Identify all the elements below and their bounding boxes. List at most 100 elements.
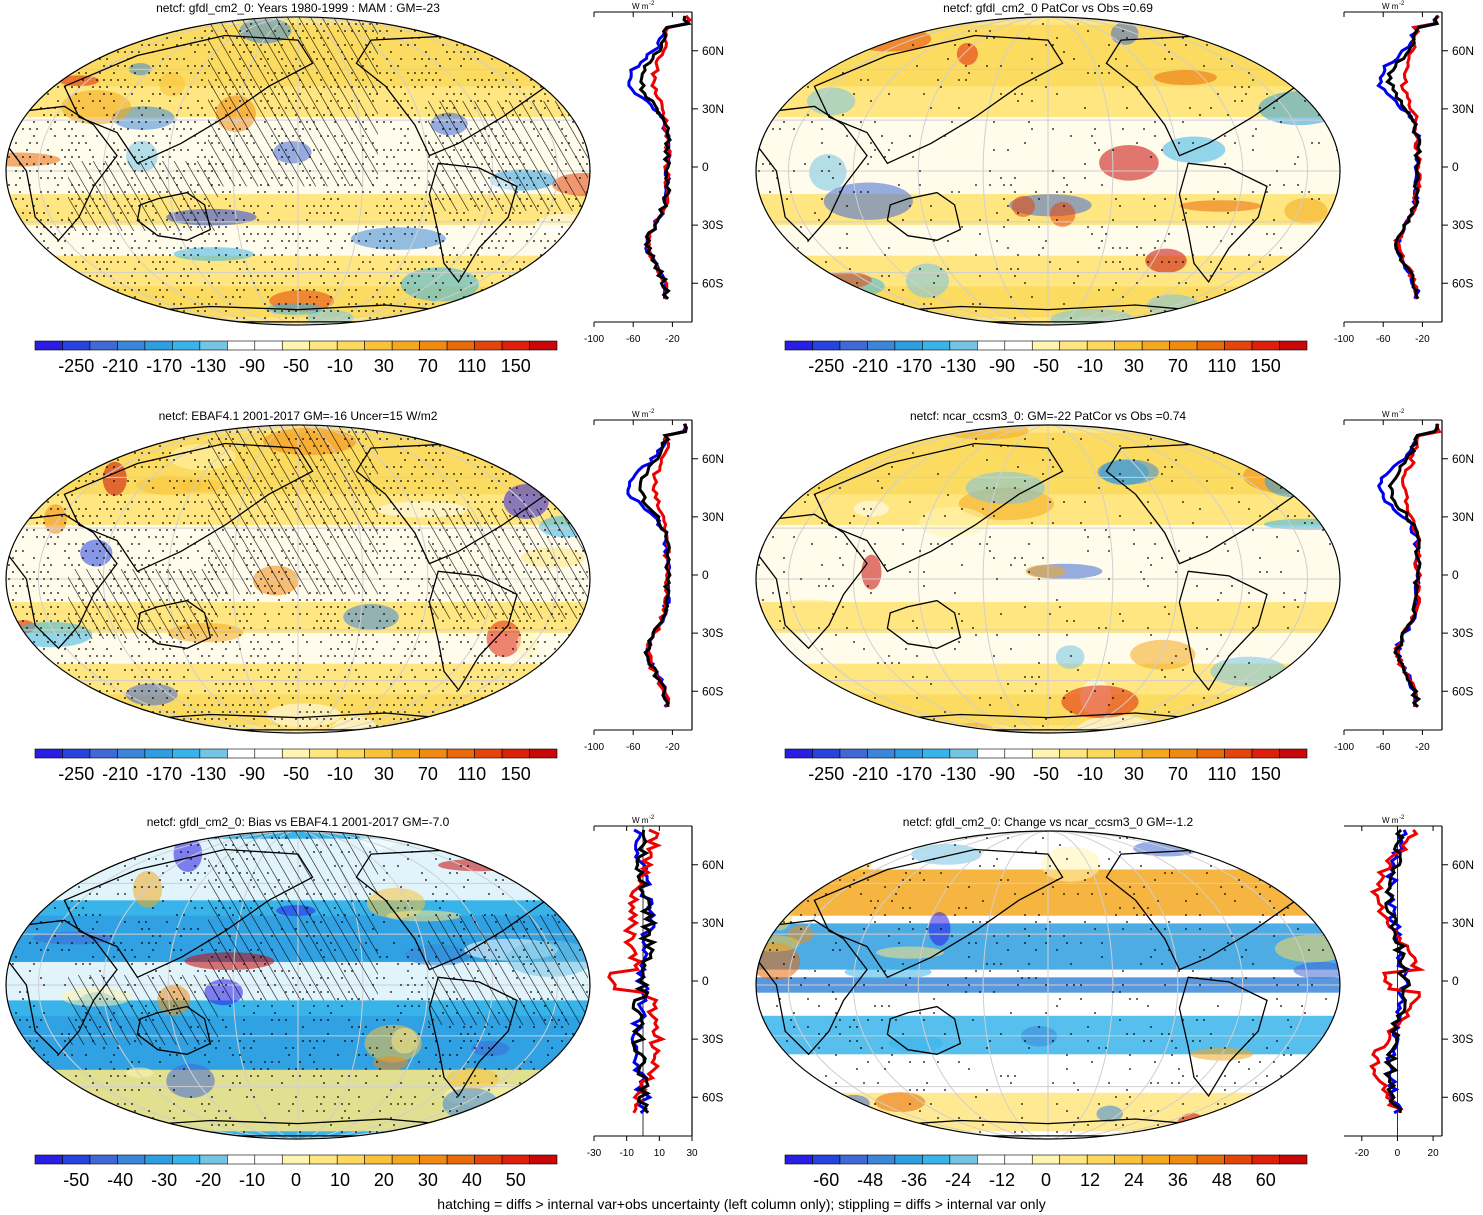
colorbar-swatch	[1059, 748, 1088, 759]
colorbar-swatch	[949, 748, 978, 759]
colorbar-swatch	[34, 1154, 63, 1165]
map-border	[755, 16, 1341, 326]
hatching	[428, 101, 588, 211]
latitude-label: 30N	[1452, 916, 1474, 930]
colorbar-swatch	[391, 748, 420, 759]
colorbar-tick-label: 110	[457, 356, 486, 376]
colorbar-tick-label: -250	[58, 356, 94, 376]
profile-tick-label: -60	[626, 334, 641, 345]
zonal-profile: W m -2 60N 30N 0 30S 60S -30 -10 10 30	[587, 815, 724, 1159]
colorbar-swatch	[977, 340, 1006, 351]
panel-4: netcf: ncar_ccsm3_0: GM=-22 PatCor vs Ob…	[755, 409, 1474, 784]
latitude-label: 60N	[702, 452, 724, 466]
colorbar-swatch	[949, 340, 978, 351]
colorbar-swatch	[529, 340, 558, 351]
profile-line-black	[630, 829, 659, 1114]
colorbar-swatch	[364, 1154, 393, 1165]
colorbar-swatch	[89, 1154, 118, 1165]
latitude-label: 30N	[1452, 510, 1474, 524]
colorbar-tick-label: 30	[374, 356, 394, 376]
colorbar-swatch	[1004, 1154, 1033, 1165]
profile-units-exponent: -2	[649, 409, 655, 415]
colorbar-tick-label: -36	[901, 1170, 927, 1190]
colorbar-swatch	[474, 1154, 503, 1165]
panel-3: netcf: EBAF4.1 2001-2017 GM=-16 Uncer=15…	[5, 409, 724, 784]
map-field	[5, 830, 590, 1140]
profile-units-exponent: -2	[1399, 409, 1405, 415]
colorbar-swatch	[309, 748, 338, 759]
colorbar-swatch	[336, 1154, 365, 1165]
colorbar-swatch	[446, 1154, 475, 1165]
latitude-label: 60S	[702, 276, 723, 290]
colorbar-swatch	[1004, 748, 1033, 759]
colorbar-swatch	[1004, 340, 1033, 351]
colorbar-swatch	[62, 340, 91, 351]
colorbar-swatch	[364, 748, 393, 759]
colorbar-swatch	[922, 1154, 951, 1165]
colorbar-swatch	[254, 340, 283, 351]
colorbar-swatch	[784, 748, 813, 759]
latitude-label: 60N	[1452, 452, 1474, 466]
colorbar-swatch	[227, 1154, 256, 1165]
colorbar-tick-label: 70	[418, 764, 438, 784]
colorbar-swatch	[199, 340, 228, 351]
profile-line-black	[1387, 423, 1440, 708]
colorbar-tick-label: 70	[1168, 764, 1188, 784]
colorbar-swatch	[529, 748, 558, 759]
colorbar-swatch	[867, 748, 896, 759]
profile-tick-label: 30	[686, 1148, 698, 1159]
colorbar-tick-label: -24	[945, 1170, 971, 1190]
colorbar-swatch	[1251, 1154, 1280, 1165]
colorbar-swatch	[1196, 748, 1225, 759]
colorbar-swatch	[1114, 748, 1143, 759]
hatching	[208, 425, 378, 595]
latitude-label: 60N	[1452, 858, 1474, 872]
profile-units: W m	[632, 410, 649, 419]
map-border	[5, 424, 591, 734]
colorbar-tick-label: -50	[283, 356, 309, 376]
colorbar-swatch	[309, 340, 338, 351]
panel-title: netcf: gfdl_cm2_0: Years 1980-1999 : MAM…	[156, 1, 440, 15]
latitude-label: 0	[1452, 160, 1459, 174]
colorbar-swatch	[949, 1154, 978, 1165]
colorbar-tick-label: -170	[896, 356, 932, 376]
latitude-label: 30S	[702, 626, 723, 640]
colorbar-tick-label: -210	[102, 764, 138, 784]
profile-line-black	[638, 423, 688, 707]
colorbar-swatch	[144, 748, 173, 759]
hatching	[68, 161, 218, 231]
hatching	[428, 915, 588, 1025]
colorbar-tick-label: -90	[989, 356, 1015, 376]
profile-tick-label: -60	[1376, 742, 1391, 753]
profile-units: W m	[1382, 410, 1399, 419]
colorbar-tick-label: 30	[1124, 356, 1144, 376]
hatching	[208, 831, 378, 1001]
colorbar-tick-label: 36	[1168, 1170, 1188, 1190]
colorbar-tick-label: 70	[418, 356, 438, 376]
colorbar-tick-label: 110	[457, 764, 486, 784]
panel-2: netcf: gfdl_cm2_0 PatCor vs Obs =0.69 -25…	[755, 1, 1474, 376]
colorbar-swatch	[144, 1154, 173, 1165]
colorbar-tick-label: -130	[190, 356, 226, 376]
latitude-label: 60S	[702, 684, 723, 698]
colorbar-swatch	[172, 340, 201, 351]
colorbar-swatch	[501, 340, 530, 351]
colorbar-swatch	[1196, 340, 1225, 351]
colorbar-swatch	[1086, 748, 1115, 759]
colorbar-tick-label: -20	[195, 1170, 221, 1190]
colorbar-swatch	[364, 340, 393, 351]
colorbar-swatch	[227, 748, 256, 759]
colorbar-swatch	[254, 748, 283, 759]
colorbar-swatch	[89, 748, 118, 759]
panel-title: netcf: ncar_ccsm3_0: GM=-22 PatCor vs Ob…	[910, 409, 1186, 423]
profile-tick-label: 0	[1395, 1148, 1401, 1159]
colorbar-tick-label: -170	[146, 764, 182, 784]
zonal-profile: W m -2 60N 30N 0 30S 60S -20 0 20	[1344, 815, 1474, 1159]
panel-6: netcf: gfdl_cm2_0: Change vs ncar_ccsm3_…	[755, 815, 1474, 1190]
latitude-label: 60N	[1452, 44, 1474, 58]
colorbar-swatch	[281, 340, 311, 351]
colorbar-tick-label: -48	[857, 1170, 883, 1190]
colorbar-tick-label: 150	[1251, 356, 1281, 376]
colorbar-swatch	[1224, 1154, 1253, 1165]
